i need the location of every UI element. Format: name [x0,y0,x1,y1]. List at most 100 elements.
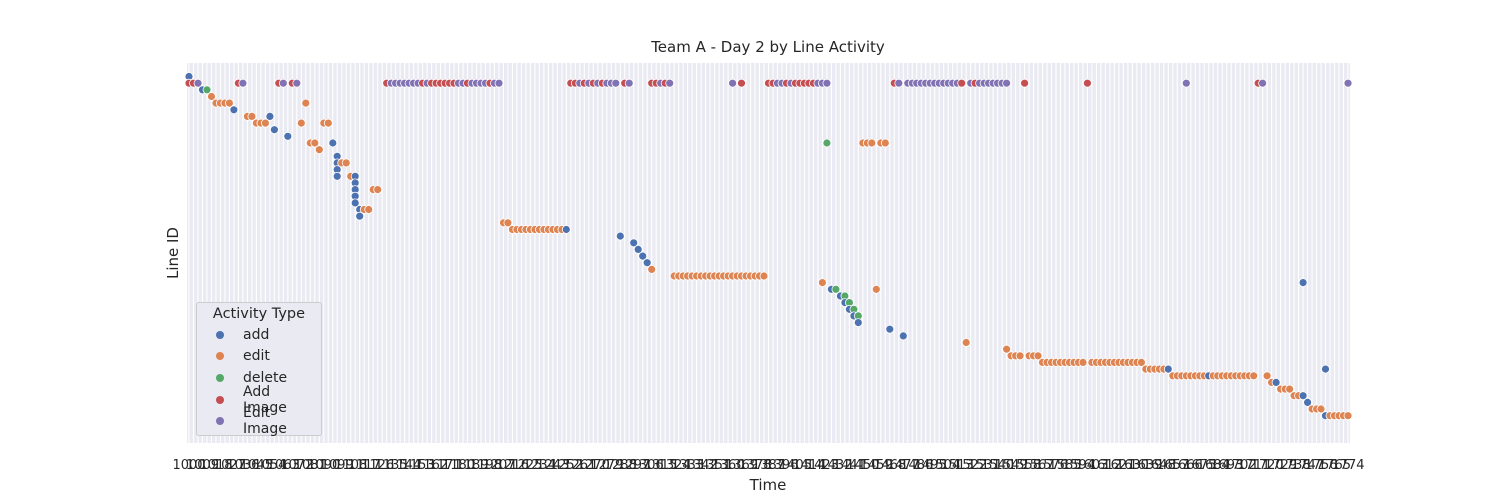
x-tick-label: 1666 [1170,458,1203,473]
chart-title: Team A - Day 2 by Line Activity [650,38,885,56]
x-tick-label: 1729 [1264,458,1297,473]
data-point-edit [364,205,374,214]
x-tick-label: 1180 [442,458,475,473]
x-tick-label: 1252 [550,458,583,473]
x-tick-label: 1648 [1143,458,1176,473]
legend-entry: edit [205,346,313,368]
x-tick-label: 1756 [1304,458,1337,473]
x-tick-label: 1063 [267,458,300,473]
data-point-edit [818,278,827,288]
x-tick-label: 1513 [941,458,974,473]
x-tick-label: 1468 [873,458,906,473]
legend-marker [216,352,224,361]
data-point-delete [822,138,832,148]
x-tick-label: 1720 [1251,458,1284,473]
x-tick-label: 1657 [1156,458,1189,473]
legend-marker [216,373,224,382]
x-tick-label: 1765 [1318,458,1351,473]
x-tick-label: 1747 [1291,458,1324,473]
x-tick-label: 1477 [887,458,920,473]
x-tick-label: 1378 [738,458,771,473]
data-point-add [229,105,239,115]
data-point-edit [314,145,324,155]
data-point-add [1321,364,1330,374]
y-axis-label: Line ID [164,227,182,279]
data-point-add [350,198,360,208]
data-point-edit [296,118,306,128]
x-tick-label: 1711 [1237,458,1270,473]
legend-marker [216,330,224,339]
data-point-edit-image [292,78,302,88]
x-tick-label: 1432 [819,458,852,473]
x-tick-label: 1045 [240,458,273,473]
data-point-add [1298,391,1308,401]
data-point-add-image [1020,78,1029,88]
legend-label: Add Image [243,383,287,416]
x-tick-label: 1153 [402,458,435,473]
x-tick-label: 1288 [604,458,637,473]
legend-label: Edit Image [243,405,287,438]
x-tick-label: 1396 [765,458,798,473]
data-point-edit [871,284,881,294]
data-point-edit-image [665,78,675,88]
data-point-edit [1137,357,1146,367]
data-point-edit [1343,411,1353,421]
x-tick-label: 1612 [1089,458,1122,473]
data-point-edit-image [494,78,504,88]
data-point-add [332,171,342,181]
data-point-add [1271,377,1281,387]
x-tick-labels: 1000100910181027103610451054106310721081… [172,458,1364,473]
data-point-add [629,238,639,248]
data-point-edit-image [1002,78,1011,88]
x-tick-label: 1135 [375,458,408,473]
data-point-add [328,138,338,148]
data-point-add-image [957,78,967,88]
x-tick-label: 1738 [1278,458,1311,473]
data-point-edit [310,138,320,148]
x-tick-label: 1171 [429,458,462,473]
x-tick-label: 1279 [590,458,623,473]
x-tick-label: 1090 [307,458,340,473]
x-tick-label: 1621 [1102,458,1135,473]
x-tick-label: 1225 [509,458,542,473]
x-tick-label: 1675 [1183,458,1216,473]
x-tick-label: 1387 [752,458,785,473]
data-point-edit-image [624,78,634,88]
x-tick-label: 1099 [321,458,354,473]
data-point-edit [323,118,333,128]
data-point-add-image [1083,78,1092,88]
data-point-edit [1249,371,1259,381]
x-tick-label: 1054 [253,458,286,473]
data-point-delete [831,284,841,294]
data-points [184,72,1353,421]
data-point-add [355,211,365,221]
data-point-edit [647,264,657,274]
data-point-edit-image [278,78,288,88]
data-point-edit [1285,384,1294,394]
x-tick-label: 1243 [536,458,569,473]
x-tick-label: 1144 [388,458,421,473]
data-point-add [1303,397,1312,407]
data-point-edit [260,118,270,128]
x-tick-label: 1081 [294,458,327,473]
data-point-edit-image [193,78,203,88]
x-tick-label: 1315 [644,458,677,473]
data-point-edit-image [1181,78,1191,88]
data-point-add [642,258,652,268]
data-point-edit [207,92,216,101]
x-tick-label: 1531 [968,458,1001,473]
data-point-add [269,125,279,135]
x-tick-label: 1270 [577,458,610,473]
x-tick-label: 1558 [1008,458,1041,473]
legend-entries: add edit delete Add Image Edit Image [205,324,313,437]
x-tick-label: 1540 [981,458,1014,473]
x-tick-label: 1369 [725,458,758,473]
data-point-edit [961,338,971,347]
data-point-edit [1078,357,1088,367]
data-point-delete [202,85,212,95]
data-point-edit [373,185,383,195]
x-tick-label: 1414 [792,458,825,473]
data-point-edit [503,218,513,228]
x-tick-label: 1324 [658,458,691,473]
x-tick-label: 1216 [496,458,529,473]
